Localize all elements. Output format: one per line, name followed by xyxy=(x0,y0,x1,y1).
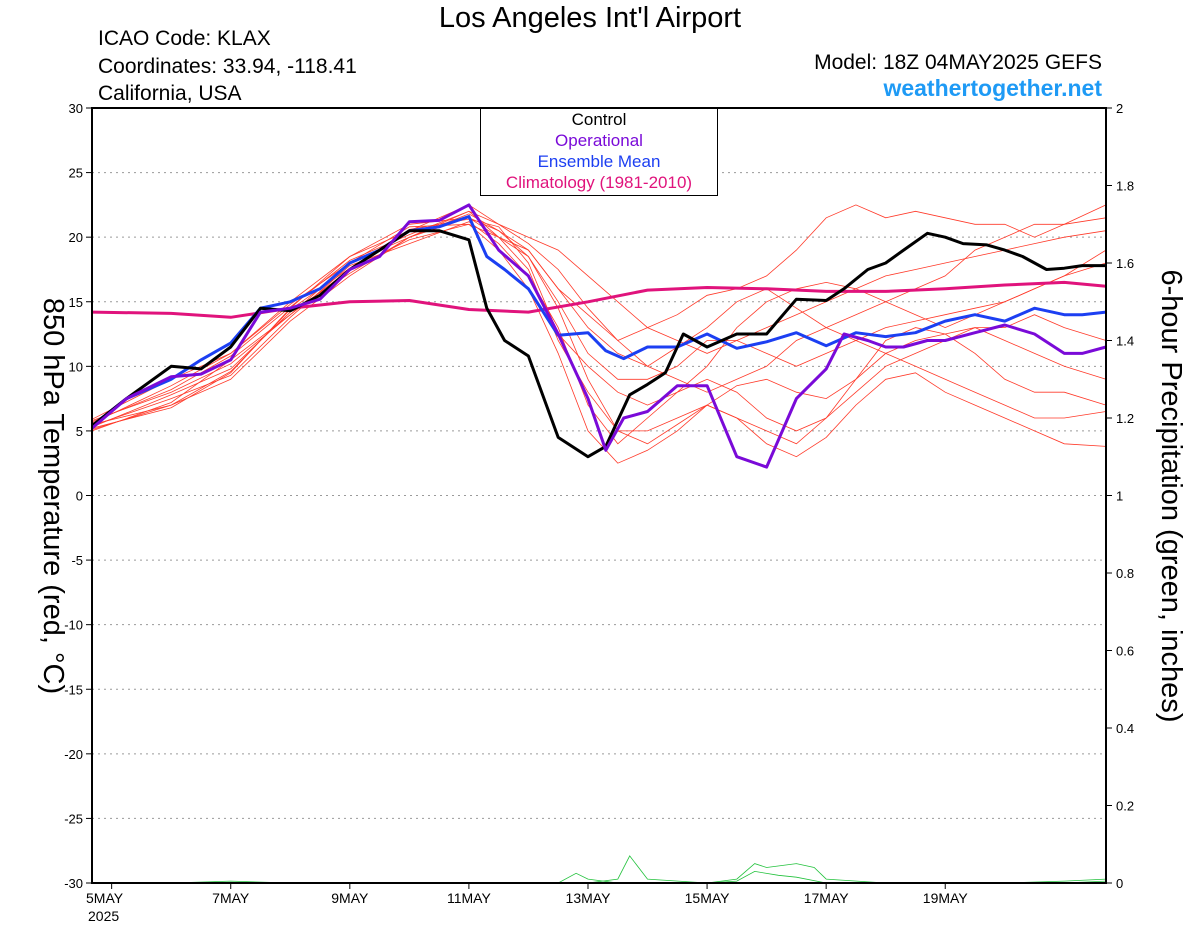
plot-frame xyxy=(91,107,1107,884)
region: California, USA xyxy=(98,82,242,105)
y2-tick-label: 0.2 xyxy=(1116,799,1134,814)
x-tick-label: 11MAY xyxy=(447,890,491,906)
right-axis-ticks: 2 1.8 1.6 1.4 1.2 1 0.8 0.6 0.4 0.2 0 xyxy=(1106,101,1134,891)
coordinates: Coordinates: 33.94, -118.41 xyxy=(98,55,357,78)
y-tick-label: 25 xyxy=(69,166,83,181)
precip-member-line xyxy=(92,855,1106,884)
legend-operational: Operational xyxy=(555,131,643,150)
y-tick-label: 15 xyxy=(69,295,83,310)
x-tick-label: 19MAY xyxy=(923,890,969,906)
x-tick-label: 15MAY xyxy=(685,890,731,906)
y2-tick-label: 1.8 xyxy=(1116,179,1134,194)
y2-tick-label: 1 xyxy=(1116,489,1123,504)
y2-tick-label: 2 xyxy=(1116,101,1123,116)
y2-tick-label: 0.6 xyxy=(1116,644,1134,659)
y-tick-label: -10 xyxy=(64,618,83,633)
ensemble-member-line xyxy=(91,221,1107,445)
site-name[interactable]: weathertogether.net xyxy=(883,75,1102,101)
y2-tick-label: 1.6 xyxy=(1116,256,1134,271)
left-axis-label: 850 hPa Temperature (red, °C) xyxy=(37,298,69,694)
y2-tick-label: 1.4 xyxy=(1116,334,1134,349)
model-run: Model: 18Z 04MAY2025 GEFS xyxy=(814,51,1102,74)
climatology-line xyxy=(91,280,1107,319)
y2-tick-label: 0.4 xyxy=(1116,721,1134,736)
legend-ensemble-mean: Ensemble Mean xyxy=(537,152,661,171)
y2-tick-label: 0 xyxy=(1116,876,1123,891)
y2-tick-label: 0.8 xyxy=(1116,566,1134,581)
y-tick-label: -25 xyxy=(64,811,83,826)
x-tick-label: 7MAY xyxy=(212,890,250,906)
y-tick-label: 30 xyxy=(69,101,83,116)
y-tick-label: 10 xyxy=(69,359,83,374)
left-axis-ticks: 30 25 20 15 10 5 0 -5 -10 -15 -20 -25 -30 xyxy=(64,101,92,891)
legend-control: Control xyxy=(571,110,627,129)
ensemble-mean-line xyxy=(91,215,1107,427)
y2-tick-label: 1.2 xyxy=(1116,411,1134,426)
legend-climatology: Climatology (1981-2010) xyxy=(505,173,693,192)
control-line xyxy=(91,229,1106,459)
ensemble-member-line xyxy=(91,204,1107,429)
y-tick-label: 20 xyxy=(69,230,83,245)
main-series xyxy=(91,203,1107,469)
y-tick-label: -5 xyxy=(71,553,83,568)
x-tick-label: 13MAY xyxy=(566,890,612,906)
ensemble-members xyxy=(91,204,1107,464)
x-tick-label: 5MAY xyxy=(86,890,124,906)
legend: Control Operational Ensemble Mean Climat… xyxy=(480,108,718,196)
x-axis-ticks: 5MAY 2025 7MAY 9MAY 11MAY 13MAY 15MAY 17MAY 19MA… xyxy=(86,883,968,924)
y-tick-label: 0 xyxy=(76,489,83,504)
y-tick-label: 5 xyxy=(76,424,83,439)
grid-lines xyxy=(92,172,1106,819)
ensemble-member-line xyxy=(91,223,1107,424)
x-tick-year: 2025 xyxy=(88,908,119,924)
y-tick-label: -15 xyxy=(64,682,83,697)
y-tick-label: -20 xyxy=(64,747,83,762)
y-tick-label: -30 xyxy=(64,876,83,891)
precip-member-line xyxy=(92,863,1107,884)
x-tick-label: 17MAY xyxy=(804,890,850,906)
operational-line xyxy=(91,203,1107,469)
x-tick-label: 9MAY xyxy=(331,890,369,906)
precip-members xyxy=(92,855,1107,884)
ensemble-member-line xyxy=(91,210,1107,423)
icao-code: ICAO Code: KLAX xyxy=(98,27,271,50)
chart-title: Los Angeles Int'l Airport xyxy=(438,2,742,34)
right-axis-label: 6-hour Precipitation (green, inches) xyxy=(1155,270,1187,723)
